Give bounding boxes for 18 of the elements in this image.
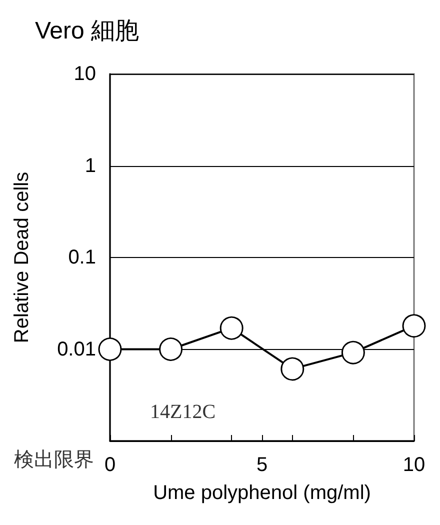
text: 検出限界 <box>14 449 94 471</box>
chart-title: Vero 細胞 <box>35 18 140 44</box>
y-tick-label: 0.1 <box>68 246 96 268</box>
x-tick-label: 5 <box>256 454 268 476</box>
point <box>280 357 304 381</box>
annotation: 14Z12C <box>150 401 216 423</box>
x-axis-title: Ume polyphenol (mg/ml) <box>153 482 371 504</box>
point <box>220 316 244 340</box>
y-tick-label: 10 <box>74 63 96 85</box>
point <box>402 314 426 338</box>
y-tick-label: 1 <box>84 154 96 177</box>
point <box>98 338 122 361</box>
x-tick-label: 0 <box>104 454 116 476</box>
point <box>341 340 365 364</box>
y-tick-label: 0.01 <box>57 338 96 360</box>
x-tick-label: 10 <box>402 454 426 476</box>
point <box>159 338 183 361</box>
y-axis-title: Relative Dead cells <box>11 172 33 344</box>
